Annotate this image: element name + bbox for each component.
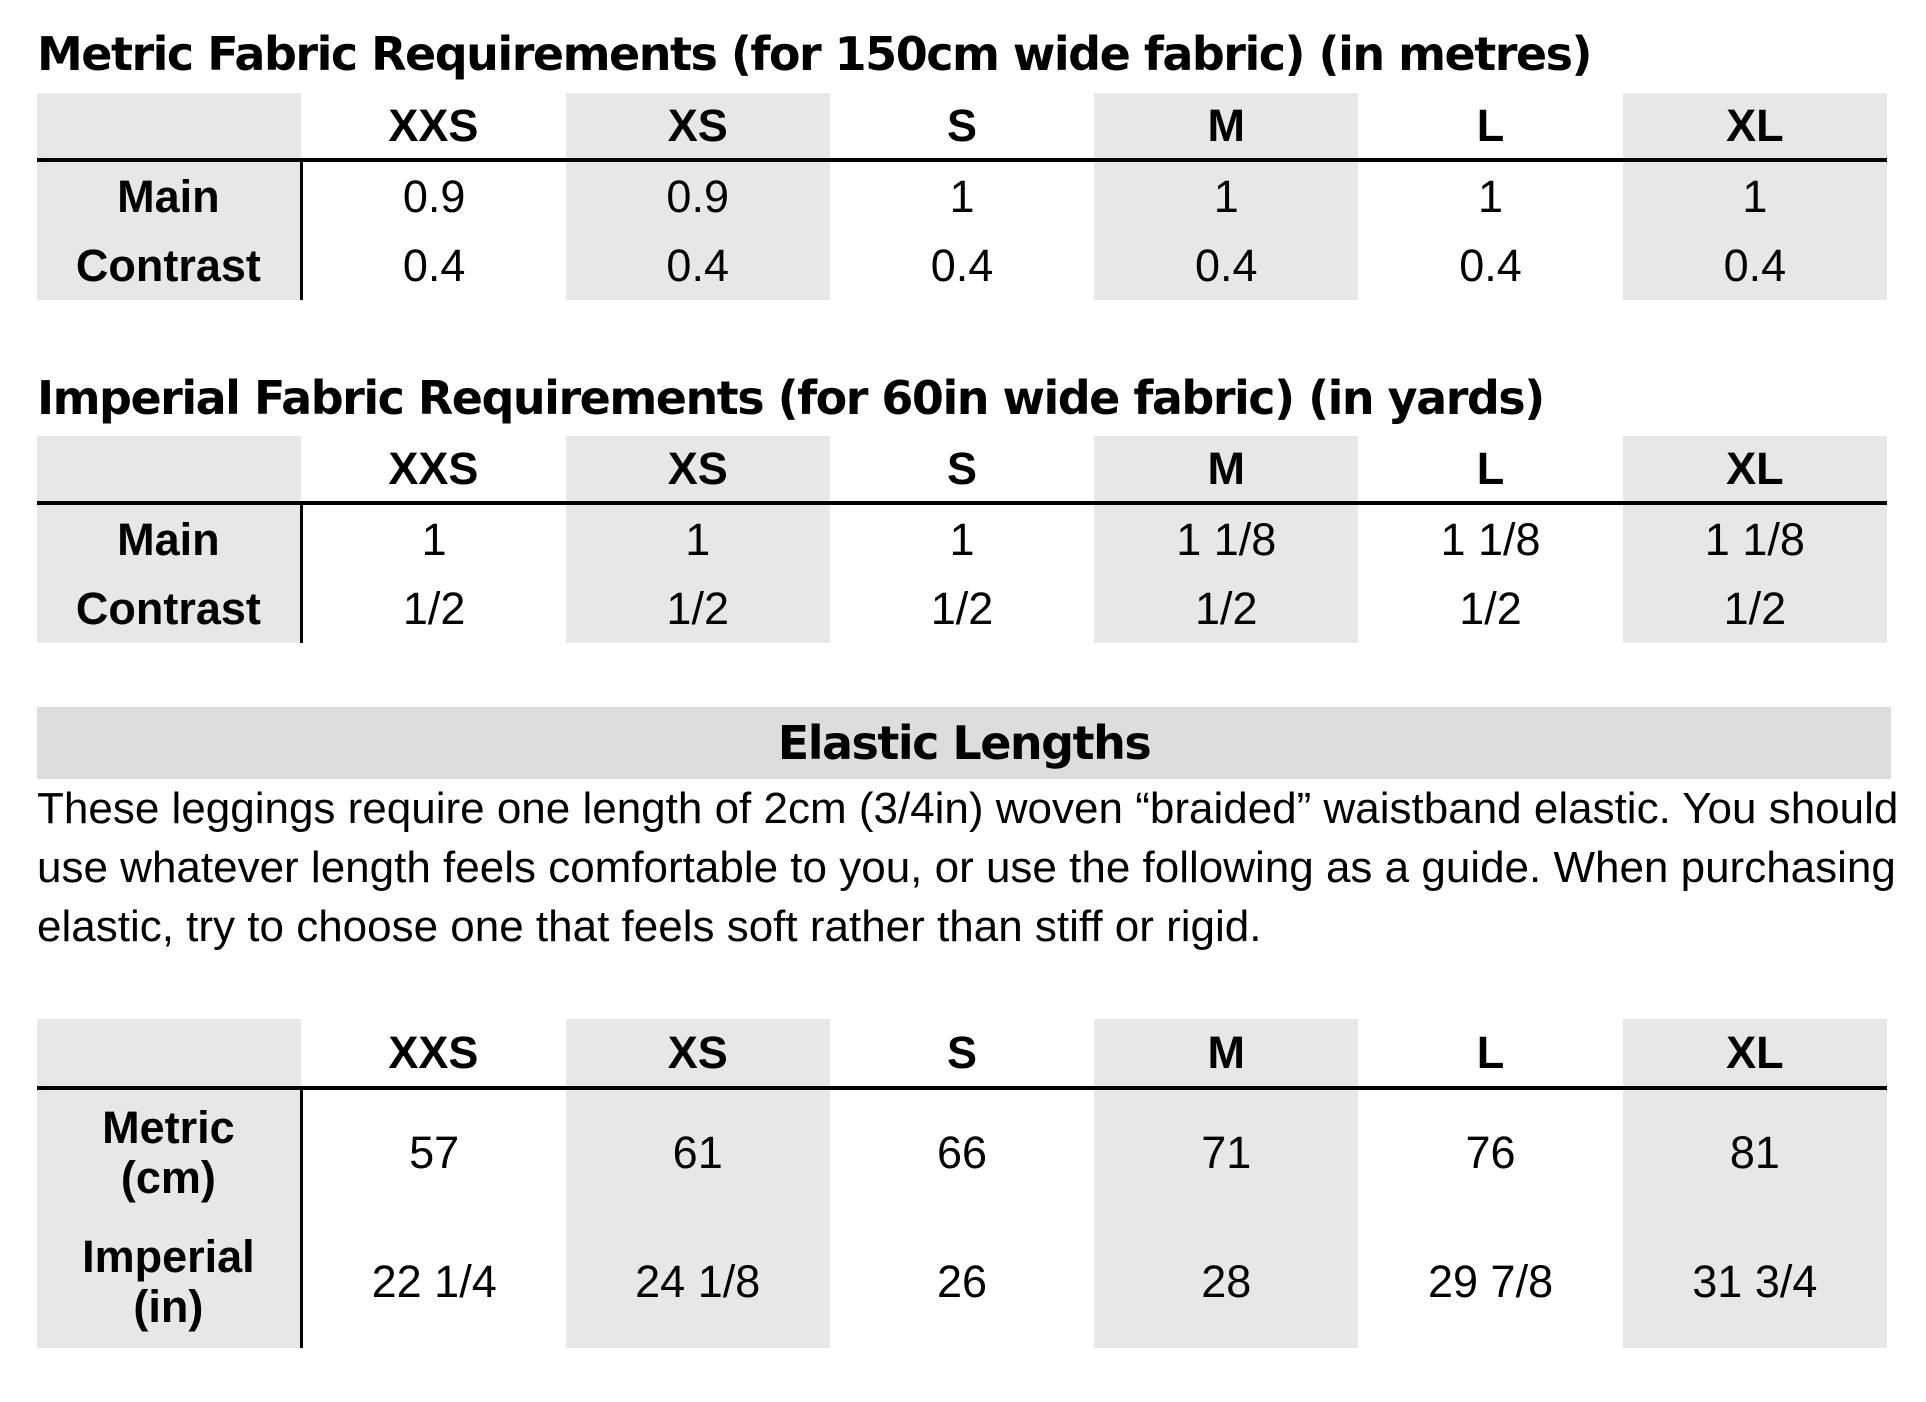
cell: 31 3/4 <box>1622 1216 1887 1348</box>
size-header: S <box>829 1019 1095 1090</box>
size-header: S <box>829 436 1095 505</box>
size-header: XXS <box>301 436 566 505</box>
row-label: Main <box>37 160 303 232</box>
cell: 61 <box>565 1088 830 1216</box>
row-label: Metric (cm) <box>37 1088 303 1216</box>
row-label: Imperial (in) <box>37 1216 303 1348</box>
cell: 1 1/8 <box>1622 503 1887 575</box>
row-label: Main <box>37 503 303 575</box>
size-header: M <box>1094 93 1359 162</box>
size-header: XL <box>1622 436 1887 505</box>
corner-cell <box>37 1019 302 1090</box>
size-header: L <box>1358 93 1623 162</box>
cell: 76 <box>1465 1127 1516 1178</box>
cell: 0.9 <box>402 171 466 222</box>
row-label-line: Metric <box>102 1102 235 1153</box>
size-header: XXS <box>301 93 566 162</box>
table-row: Contrast 1/2 1/2 1/2 1/2 1/2 1/2 <box>37 575 1887 643</box>
row-label-line: Imperial <box>82 1231 255 1282</box>
size-header: XL <box>1622 93 1887 162</box>
cell: 24 1/8 <box>565 1216 830 1348</box>
cell: 1/2 <box>402 583 466 634</box>
size-header: M <box>1094 1019 1359 1090</box>
cell: 1/2 <box>1622 575 1887 643</box>
row-label-unit: (in) <box>133 1281 204 1332</box>
imperial-title: Imperial Fabric Requirements (for 60in w… <box>37 371 1545 425</box>
size-header: XL <box>1622 1019 1887 1090</box>
metric-table: XXS XS S M L XL Main 0.9 0.9 1 1 1 1 Con… <box>37 93 1887 300</box>
table-row: Imperial (in) 22 1/4 24 1/8 26 28 29 7/8 … <box>37 1216 1887 1348</box>
size-header: L <box>1358 436 1623 505</box>
row-label: Contrast <box>37 575 303 643</box>
cell: 22 1/4 <box>371 1256 497 1307</box>
cell: 1/2 <box>1459 583 1522 634</box>
corner-cell <box>37 93 302 162</box>
cell: 0.4 <box>402 240 466 291</box>
metric-title: Metric Fabric Requirements (for 150cm wi… <box>37 27 1593 81</box>
cell: 1 1/8 <box>1094 503 1359 575</box>
row-label: Contrast <box>37 232 303 300</box>
cell: 1 <box>565 503 830 575</box>
cell: 66 <box>936 1127 988 1178</box>
size-header: XXS <box>301 1019 566 1090</box>
cell: 26 <box>936 1256 988 1307</box>
cell: 28 <box>1094 1216 1359 1348</box>
cell: 0.4 <box>930 240 994 291</box>
size-header: XS <box>565 436 830 505</box>
cell: 0.4 <box>565 232 830 300</box>
cell: 1 <box>949 171 975 222</box>
elastic-table: XXS XS S M L XL Metric (cm) 57 61 66 71 7… <box>37 1019 1887 1348</box>
cell: 1 <box>1622 160 1887 232</box>
cell: 1/2 <box>1094 575 1359 643</box>
cell: 1 <box>421 514 447 565</box>
size-header: XS <box>565 93 830 162</box>
table-row: Metric (cm) 57 61 66 71 76 81 <box>37 1088 1887 1216</box>
cell: 0.9 <box>565 160 830 232</box>
cell: 57 <box>409 1127 460 1178</box>
table-row: Main 0.9 0.9 1 1 1 1 <box>37 160 1887 232</box>
size-header: XS <box>565 1019 830 1090</box>
cell: 1 <box>1478 171 1504 222</box>
cell: 0.4 <box>1459 240 1522 291</box>
cell: 0.4 <box>1094 232 1359 300</box>
cell: 81 <box>1622 1088 1887 1216</box>
size-header: L <box>1358 1019 1623 1090</box>
cell: 71 <box>1094 1088 1359 1216</box>
elastic-description: These leggings require one length of 2cm… <box>37 784 1899 951</box>
size-header: M <box>1094 436 1359 505</box>
imperial-table: XXS XS S M L XL Main 1 1 1 1 1/8 1 1/8 1… <box>37 436 1887 643</box>
corner-cell <box>37 436 302 505</box>
cell: 1/2 <box>930 583 994 634</box>
cell: 1/2 <box>565 575 830 643</box>
cell: 1 <box>949 514 975 565</box>
cell: 1 1/8 <box>1440 514 1541 565</box>
cell: 0.4 <box>1622 232 1887 300</box>
cell: 29 7/8 <box>1427 1256 1554 1307</box>
elastic-title: Elastic Lengths <box>37 707 1891 779</box>
cell: 1 <box>1094 160 1359 232</box>
table-row: Main 1 1 1 1 1/8 1 1/8 1 1/8 <box>37 503 1887 575</box>
table-row: Contrast 0.4 0.4 0.4 0.4 0.4 0.4 <box>37 232 1887 300</box>
row-label-unit: (cm) <box>120 1152 216 1203</box>
size-header: S <box>829 93 1095 162</box>
